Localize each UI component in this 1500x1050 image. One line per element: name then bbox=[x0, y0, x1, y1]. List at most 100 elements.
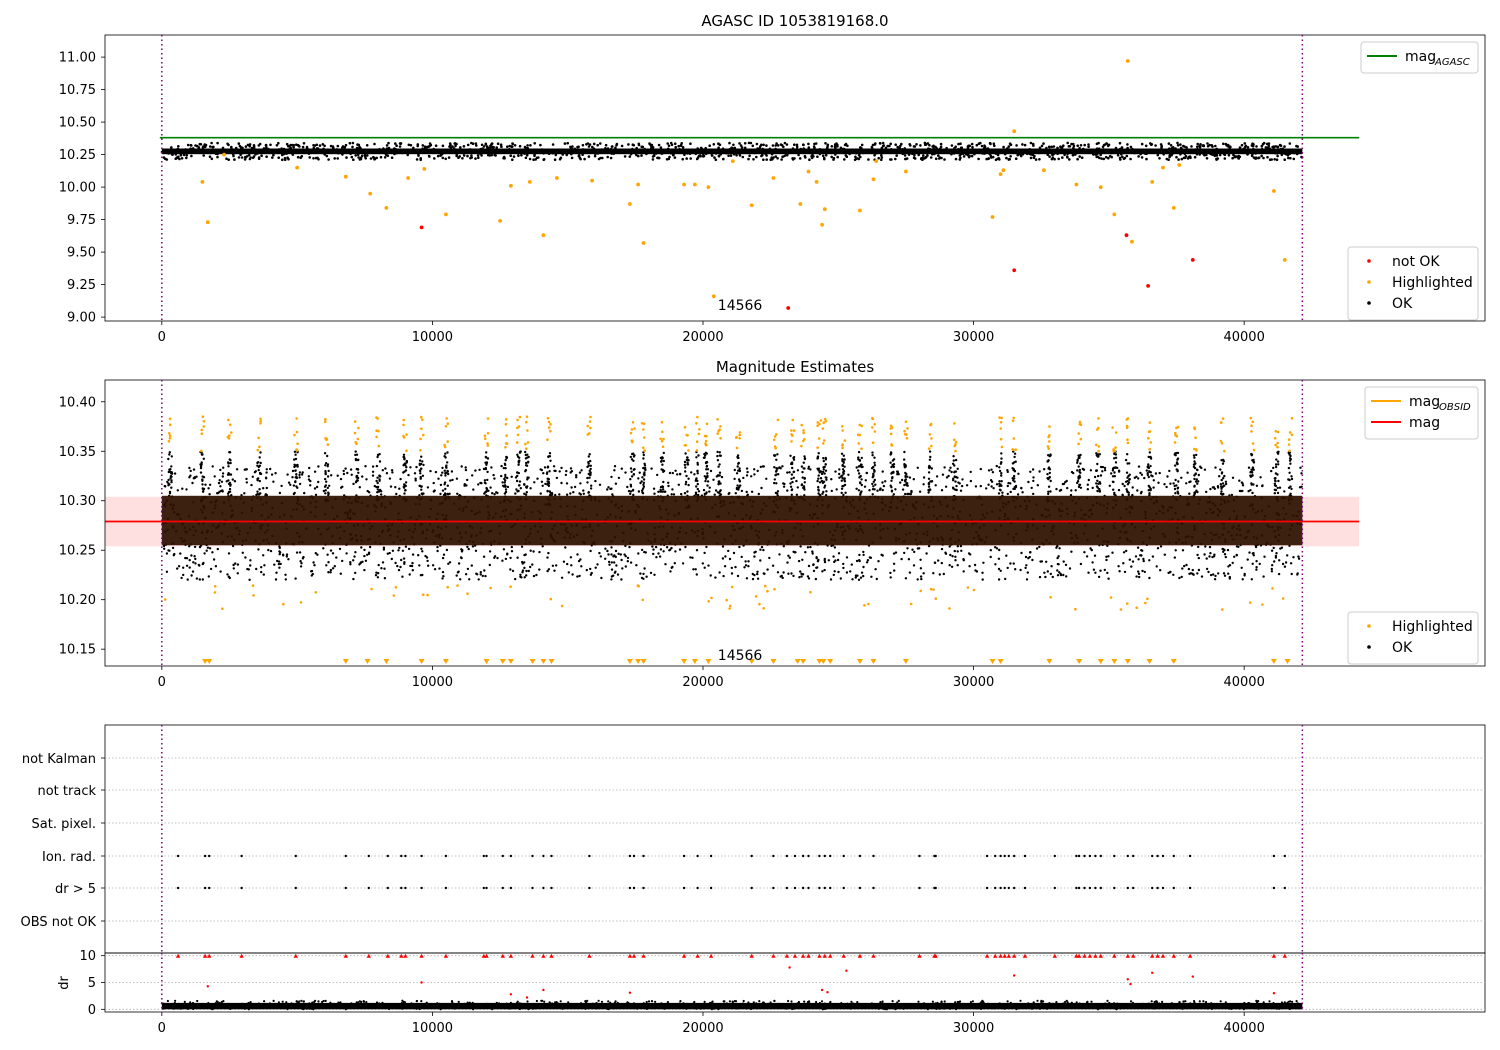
ok-point bbox=[407, 547, 411, 551]
ok-point bbox=[703, 456, 706, 459]
ok-point bbox=[628, 545, 631, 549]
ok-point bbox=[841, 463, 844, 467]
ok-point bbox=[345, 552, 348, 555]
ok-point bbox=[1170, 146, 1174, 150]
not-ok-point bbox=[1124, 233, 1129, 238]
ok-point bbox=[858, 553, 861, 557]
ok-point bbox=[846, 144, 849, 148]
ok-point bbox=[684, 452, 687, 455]
ok-point bbox=[735, 153, 738, 157]
ok-point bbox=[229, 473, 233, 476]
ok-point bbox=[642, 483, 645, 486]
ok-point bbox=[466, 154, 469, 158]
ok-point bbox=[696, 147, 699, 150]
ok-point bbox=[400, 558, 403, 562]
ok-point bbox=[876, 489, 879, 492]
ok-point bbox=[1208, 545, 1212, 549]
ok-point bbox=[631, 452, 634, 456]
ok-point bbox=[444, 157, 448, 161]
ok-point bbox=[1069, 493, 1073, 497]
ok-point bbox=[642, 478, 646, 481]
ok-point bbox=[436, 549, 439, 553]
ok-point bbox=[966, 151, 970, 155]
ok-point bbox=[449, 143, 452, 147]
ok-point bbox=[964, 153, 968, 156]
ok-point bbox=[949, 553, 952, 557]
ok-point bbox=[662, 469, 666, 473]
ok-point bbox=[1023, 143, 1027, 147]
ok-point bbox=[511, 158, 514, 161]
highlighted-point bbox=[259, 419, 263, 423]
ok-point bbox=[716, 459, 720, 462]
ok-point bbox=[839, 577, 842, 580]
ok-point bbox=[421, 493, 424, 496]
ok-point bbox=[1063, 153, 1066, 157]
ok-point bbox=[904, 157, 908, 161]
ok-point bbox=[229, 461, 232, 465]
ok-point bbox=[668, 155, 671, 159]
ok-point bbox=[787, 572, 790, 575]
ok-point bbox=[633, 454, 636, 457]
highlighted-point bbox=[705, 434, 708, 438]
ok-point bbox=[1137, 570, 1140, 573]
highlighted-point bbox=[772, 438, 776, 442]
ok-point bbox=[827, 559, 830, 562]
ok-point bbox=[1165, 485, 1168, 489]
ok-point bbox=[523, 553, 526, 557]
ok-point bbox=[920, 577, 923, 581]
ok-point bbox=[375, 571, 378, 574]
ok-point bbox=[291, 469, 295, 473]
ok-point bbox=[1059, 151, 1062, 154]
ok-point bbox=[525, 461, 528, 465]
ok-point bbox=[742, 476, 745, 480]
ok-point bbox=[977, 142, 981, 145]
ok-point bbox=[1270, 567, 1274, 571]
ok-point bbox=[913, 153, 916, 157]
ok-point bbox=[836, 143, 839, 147]
ok-point bbox=[1197, 556, 1201, 560]
ok-point bbox=[952, 152, 956, 155]
ok-point bbox=[1217, 572, 1220, 575]
ok-point bbox=[201, 483, 204, 486]
ok-point bbox=[718, 150, 722, 154]
ok-point bbox=[662, 480, 665, 484]
ok-point bbox=[404, 481, 408, 484]
ok-point bbox=[199, 466, 203, 470]
ok-point bbox=[542, 472, 545, 475]
ok-point bbox=[552, 465, 556, 468]
highlighted-point bbox=[1282, 258, 1287, 262]
ok-point bbox=[898, 146, 901, 150]
ok-point bbox=[750, 490, 754, 493]
ok-point bbox=[349, 468, 353, 471]
ok-point bbox=[418, 463, 421, 467]
ok-point bbox=[226, 461, 230, 464]
ok-point bbox=[592, 147, 596, 150]
ok-point bbox=[354, 453, 357, 457]
ok-point bbox=[310, 569, 314, 573]
ok-point bbox=[455, 154, 459, 158]
ok-point bbox=[353, 555, 356, 558]
ok-point bbox=[397, 549, 400, 552]
highlighted-point bbox=[541, 233, 546, 238]
ok-point bbox=[555, 476, 559, 480]
ok-point bbox=[547, 568, 551, 571]
ok-point bbox=[1251, 144, 1255, 148]
ok-point bbox=[889, 576, 892, 579]
ok-point bbox=[855, 559, 859, 563]
highlighted-point bbox=[660, 439, 664, 443]
ok-point bbox=[1255, 560, 1258, 563]
ok-point bbox=[990, 468, 993, 471]
ok-point bbox=[1101, 465, 1105, 469]
ok-point bbox=[1140, 142, 1144, 146]
ok-point bbox=[573, 150, 577, 153]
ok-point bbox=[539, 492, 542, 495]
ok-point bbox=[881, 144, 885, 148]
ok-point bbox=[446, 492, 449, 496]
ok-point bbox=[315, 485, 319, 489]
ok-point bbox=[695, 573, 698, 576]
ok-point bbox=[795, 493, 799, 496]
ok-point bbox=[485, 486, 488, 490]
ok-point bbox=[1046, 570, 1050, 573]
ok-point bbox=[1223, 153, 1227, 157]
